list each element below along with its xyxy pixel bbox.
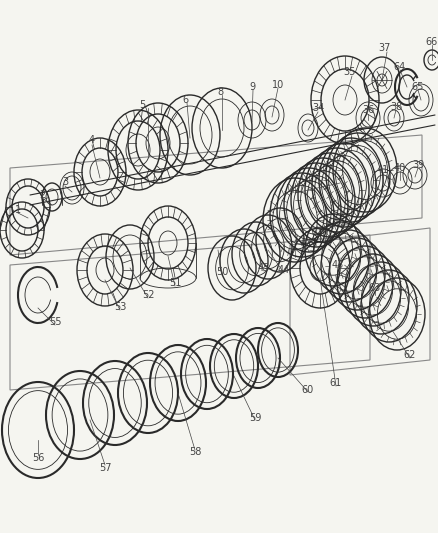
Text: 6: 6 (181, 95, 187, 105)
Text: 34: 34 (311, 103, 323, 113)
Text: 63: 63 (368, 283, 380, 293)
Text: 42: 42 (288, 185, 300, 195)
Text: 2: 2 (39, 190, 45, 200)
Text: 1: 1 (15, 205, 21, 215)
Text: 64: 64 (393, 62, 405, 72)
Text: 65: 65 (411, 82, 423, 92)
Text: 35: 35 (343, 67, 355, 77)
Text: 61: 61 (329, 378, 341, 388)
Text: 45: 45 (257, 263, 269, 273)
Text: 10: 10 (271, 80, 283, 90)
Text: 51: 51 (169, 278, 181, 288)
Text: 57: 57 (99, 463, 111, 473)
Text: 66: 66 (425, 37, 437, 47)
Text: 58: 58 (188, 447, 201, 457)
Text: 62: 62 (403, 350, 415, 360)
Text: 44: 44 (277, 265, 290, 275)
Text: 40: 40 (393, 163, 405, 173)
Text: 43: 43 (331, 260, 343, 270)
Text: 9: 9 (248, 82, 254, 92)
Text: 59: 59 (248, 413, 261, 423)
Text: 37: 37 (378, 43, 390, 53)
Text: 36: 36 (361, 105, 373, 115)
Text: 53: 53 (113, 302, 126, 312)
Text: 4: 4 (89, 135, 95, 145)
Text: 56: 56 (32, 453, 44, 463)
Text: 41: 41 (376, 165, 388, 175)
Text: 50: 50 (215, 267, 228, 277)
Text: 55: 55 (49, 317, 61, 327)
Text: 8: 8 (216, 87, 223, 97)
Text: 38: 38 (389, 102, 401, 112)
Text: 60: 60 (301, 385, 314, 395)
Text: 5: 5 (138, 100, 145, 110)
Text: 3: 3 (62, 177, 68, 187)
Text: 52: 52 (141, 290, 154, 300)
Text: 39: 39 (411, 160, 423, 170)
